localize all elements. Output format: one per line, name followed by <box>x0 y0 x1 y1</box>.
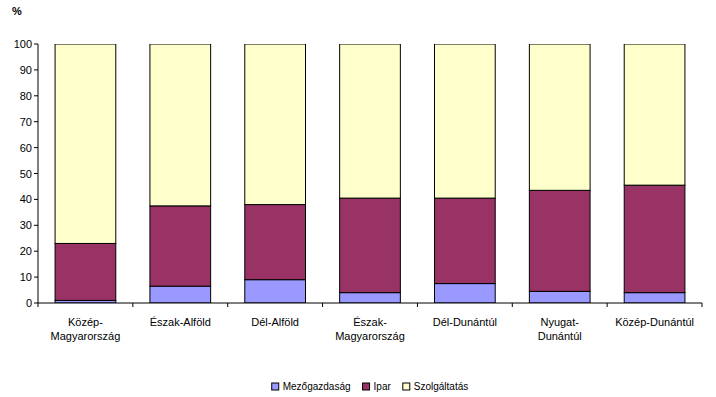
y-tick <box>34 277 38 278</box>
y-tick <box>34 121 38 122</box>
x-tick-label: Dél-Alföld <box>251 316 299 328</box>
legend-label: Ipar <box>374 381 392 392</box>
legend-swatch <box>363 383 370 390</box>
chart: % 0 10 20 30 40 50 60 70 80 90 100 Közép-Magyarorszá… <box>0 0 716 397</box>
legend-item: Ipar <box>363 381 392 392</box>
x-tick-label: Közép-Dunántúl <box>615 316 694 328</box>
bar-segment <box>624 44 685 185</box>
y-axis <box>38 44 39 303</box>
y-tick <box>34 173 38 174</box>
bar-segment <box>245 44 306 205</box>
bar-segment <box>435 44 496 198</box>
bar-segment <box>340 293 401 303</box>
y-tick <box>34 69 38 70</box>
bars <box>55 44 685 303</box>
y-tick <box>34 147 38 148</box>
bar-segment <box>150 286 211 303</box>
x-axis <box>38 303 702 304</box>
y-tick-label: 100 <box>14 38 32 50</box>
bar-segment <box>624 293 685 303</box>
x-tick-label: Észak-Magyarország <box>335 316 405 342</box>
x-tick <box>132 303 133 307</box>
bar-segment <box>150 206 211 286</box>
x-tick <box>322 303 323 307</box>
y-tick-label: 0 <box>26 297 32 309</box>
x-tick <box>417 303 418 307</box>
bar-segment <box>435 198 496 283</box>
y-tick <box>34 44 38 45</box>
x-tick <box>512 303 513 307</box>
y-tick <box>34 303 38 304</box>
x-tick <box>702 303 703 307</box>
legend-item: Szolgáltatás <box>403 381 468 392</box>
bar-segment <box>340 44 401 198</box>
legend-swatch <box>272 383 279 390</box>
x-tick-label: Közép-Magyarország <box>51 316 121 342</box>
bar-segment <box>55 44 116 243</box>
y-tick-label: 70 <box>20 116 32 128</box>
y-tick-label: 30 <box>20 219 32 231</box>
bar-segment <box>55 243 116 300</box>
bar-segment <box>529 190 590 291</box>
legend-swatch <box>403 383 410 390</box>
bar-segment <box>529 44 590 190</box>
y-tick-label: 90 <box>20 64 32 76</box>
y-tick <box>34 95 38 96</box>
bar-segment <box>340 198 401 293</box>
y-axis-label: % <box>12 5 22 17</box>
x-tick <box>607 303 608 307</box>
y-tick-label: 80 <box>20 90 32 102</box>
x-tick <box>227 303 228 307</box>
bar-segment <box>624 185 685 292</box>
y-tick-label: 10 <box>20 271 32 283</box>
bar-segment <box>245 280 306 303</box>
y-tick-label: 50 <box>20 168 32 180</box>
legend: Mezőgazdaság Ipar Szolgáltatás <box>272 381 469 392</box>
legend-item: Mezőgazdaság <box>272 381 351 392</box>
bar-segment <box>529 291 590 303</box>
y-tick-label: 40 <box>20 193 32 205</box>
x-tick-label: Nyugat-Dunántúl <box>538 316 582 342</box>
bar-segment <box>245 205 306 280</box>
x-tick <box>38 303 39 307</box>
y-tick-label: 60 <box>20 142 32 154</box>
x-tick-label: Dél-Dunántúl <box>433 316 497 328</box>
bar-segment <box>435 284 496 303</box>
y-tick <box>34 199 38 200</box>
x-tick-label: Észak-Alföld <box>150 316 211 328</box>
legend-label: Szolgáltatás <box>414 381 468 392</box>
y-tick <box>34 251 38 252</box>
y-tick <box>34 225 38 226</box>
y-tick-label: 20 <box>20 245 32 257</box>
legend-label: Mezőgazdaság <box>283 381 351 392</box>
bar-segment <box>150 44 211 206</box>
